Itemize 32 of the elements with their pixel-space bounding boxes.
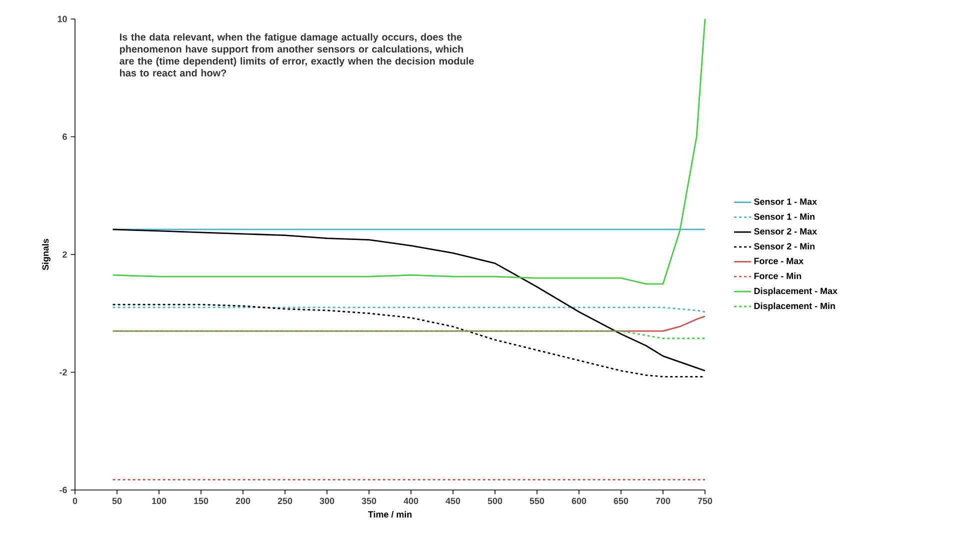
x-tick-label: 700 bbox=[656, 498, 670, 504]
annotation: Is the data relevant, when the fatigue damage actually occurs, does the phenomenon have support from another sensors or calculations, which are the (time dependent) limits of error, exactly when the decision module has to react and how? bbox=[120, 33, 474, 76]
x-tick-label: 350 bbox=[362, 498, 376, 504]
legend-label: Displacement - Max bbox=[754, 288, 838, 296]
legend-label: Sensor 2 - Max bbox=[754, 228, 817, 235]
legend-label: Sensor 1 - Min bbox=[754, 213, 815, 220]
x-tick-label: 150 bbox=[194, 498, 208, 504]
legend-label: Sensor 1 - Max bbox=[754, 198, 817, 205]
y-tick-label: 6 bbox=[62, 134, 67, 140]
x-tick-label: 650 bbox=[614, 498, 628, 504]
x-tick-label: 400 bbox=[404, 498, 418, 504]
x-tick-label: 0 bbox=[72, 498, 78, 504]
y-tick-label: 10 bbox=[58, 16, 67, 22]
x-tick-label: 500 bbox=[488, 498, 502, 504]
y-axis-title: Signals bbox=[42, 238, 50, 270]
y-tick-label: -2 bbox=[60, 369, 67, 376]
x-tick-label: 600 bbox=[572, 498, 586, 504]
x-tick-label: 550 bbox=[530, 498, 544, 504]
y-tick-label: 2 bbox=[62, 251, 67, 258]
x-tick-label: 50 bbox=[112, 498, 122, 504]
legend-label: Force - Min bbox=[754, 272, 802, 280]
y-tick-label: -6 bbox=[60, 486, 67, 494]
x-tick-label: 450 bbox=[446, 498, 460, 504]
legend-label: Force - Max bbox=[754, 258, 804, 264]
legend-label: Displacement - Min bbox=[754, 302, 835, 311]
x-tick-label: 300 bbox=[320, 498, 334, 504]
x-tick-label: 750 bbox=[698, 498, 712, 504]
x-tick-label: 250 bbox=[278, 498, 292, 504]
x-tick-label: 200 bbox=[236, 498, 250, 504]
x-tick-label: 100 bbox=[152, 498, 166, 504]
x-axis-title: Time / min bbox=[368, 510, 412, 518]
legend-label: Sensor 2 - Min bbox=[754, 242, 815, 250]
